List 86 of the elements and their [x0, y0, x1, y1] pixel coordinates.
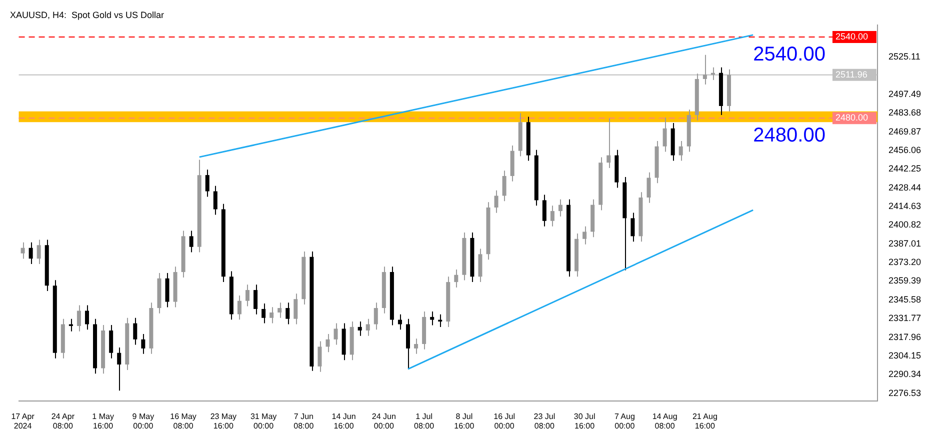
candlestick — [76, 304, 81, 332]
x-tick-label: 7 Aug 00:00 — [614, 412, 636, 430]
candlestick — [550, 205, 554, 227]
x-tick-label: 23 May 16:00 — [210, 412, 237, 430]
y-tick-label: 2331.77 — [888, 313, 922, 324]
y-tick-label: 2456.06 — [888, 144, 922, 155]
candlestick — [109, 324, 114, 359]
annotation: 2540.00 — [753, 43, 826, 66]
candlestick — [454, 268, 458, 288]
candlestick — [20, 242, 25, 260]
candlestick — [165, 272, 170, 308]
candlestick — [318, 340, 322, 372]
x-tick-label: 24 Jun 00:00 — [372, 412, 396, 430]
candlestick — [542, 194, 546, 227]
x-tick-label: 8 Jul 16:00 — [454, 412, 475, 430]
candlestick — [254, 284, 258, 315]
candlestick — [582, 226, 587, 245]
y-tick-label: 2497.49 — [888, 88, 922, 99]
y-tick-label: 2373.20 — [888, 257, 922, 268]
y-tick-label: 2469.87 — [888, 126, 922, 136]
x-tick-label: 30 Jul 16:00 — [574, 412, 596, 430]
y-tick-label: 2525.11 — [888, 52, 920, 62]
candlestick — [262, 303, 266, 324]
candlestick — [430, 311, 434, 326]
candlestick — [662, 117, 667, 152]
y-tick-label: 2483.68 — [888, 108, 922, 118]
candlestick — [502, 170, 506, 202]
y-tick-label: 2290.34 — [888, 369, 922, 380]
y-tick-label: 2428.44 — [888, 182, 922, 192]
y-tick-label: 2400.82 — [888, 220, 922, 230]
x-tick-label: 21 Aug 16:00 — [692, 412, 718, 430]
candlestick — [366, 318, 370, 336]
candlestick — [205, 169, 210, 198]
chart-title: XAUUSD, H4: Spot Gold vs US Dollar — [10, 10, 164, 20]
candlestick — [606, 118, 611, 169]
x-tick-label: 16 May 08:00 — [170, 412, 196, 430]
candlestick — [28, 242, 33, 265]
candlestick — [286, 302, 290, 325]
candlestick — [133, 317, 138, 346]
candlestick — [478, 248, 482, 283]
candlestick — [189, 230, 194, 253]
x-tick-label: 14 Jun 16:00 — [332, 412, 356, 430]
candlestick — [678, 140, 683, 162]
candlestick — [245, 284, 250, 307]
candlestick — [334, 322, 338, 346]
x-tick-label: 31 May 00:00 — [250, 412, 277, 430]
y-tick-label: 2345.58 — [888, 294, 922, 304]
candlestick — [278, 302, 282, 318]
ref-line-label: 2540.00 — [835, 31, 868, 42]
candlestick — [558, 198, 562, 217]
candlestick — [270, 306, 274, 324]
candlestick — [68, 318, 73, 332]
x-tick-label: 14 Aug 08:00 — [652, 412, 678, 430]
candlestick — [374, 302, 378, 330]
y-tick-label: 2359.39 — [888, 276, 922, 286]
candlestick — [326, 333, 330, 353]
candlestick — [358, 321, 362, 336]
candlestick — [36, 239, 41, 265]
candlestick — [141, 333, 146, 354]
y-tick-label: 2276.53 — [888, 388, 922, 398]
y-tick-label: 2414.63 — [888, 201, 922, 212]
candlestick — [702, 54, 707, 85]
candlestick — [646, 172, 651, 204]
y-tick-label: 2442.25 — [888, 164, 922, 174]
candlestick — [213, 185, 218, 216]
candlestick — [117, 347, 122, 392]
annotation: 2480.00 — [753, 124, 826, 147]
candlestick — [494, 190, 498, 214]
candlestick — [237, 294, 242, 320]
y-tick-label: 2387.01 — [888, 238, 922, 248]
x-tick-label: 9 May 00:00 — [132, 412, 154, 430]
candlestick — [84, 304, 89, 330]
candlestick — [294, 293, 298, 325]
y-tick-label: 2304.15 — [888, 350, 922, 360]
candlestick — [630, 212, 635, 242]
ref-line-label: 2511.96 — [835, 69, 868, 80]
x-tick-label: 7 Jun 08:00 — [294, 412, 314, 430]
x-tick-label: 24 Apr 08:00 — [51, 412, 75, 430]
y-tick-label: 2317.96 — [888, 332, 922, 342]
ref-line-label: 2480.00 — [835, 112, 868, 123]
x-tick-label: 17 Apr 2024 — [11, 412, 35, 430]
x-tick-label: 16 Jul 00:00 — [494, 412, 516, 430]
x-tick-label: 23 Jul 08:00 — [534, 412, 556, 430]
candlestick — [414, 338, 418, 354]
x-tick-label: 1 May 16:00 — [92, 412, 114, 430]
x-tick-label: 1 Jul 08:00 — [414, 412, 435, 430]
